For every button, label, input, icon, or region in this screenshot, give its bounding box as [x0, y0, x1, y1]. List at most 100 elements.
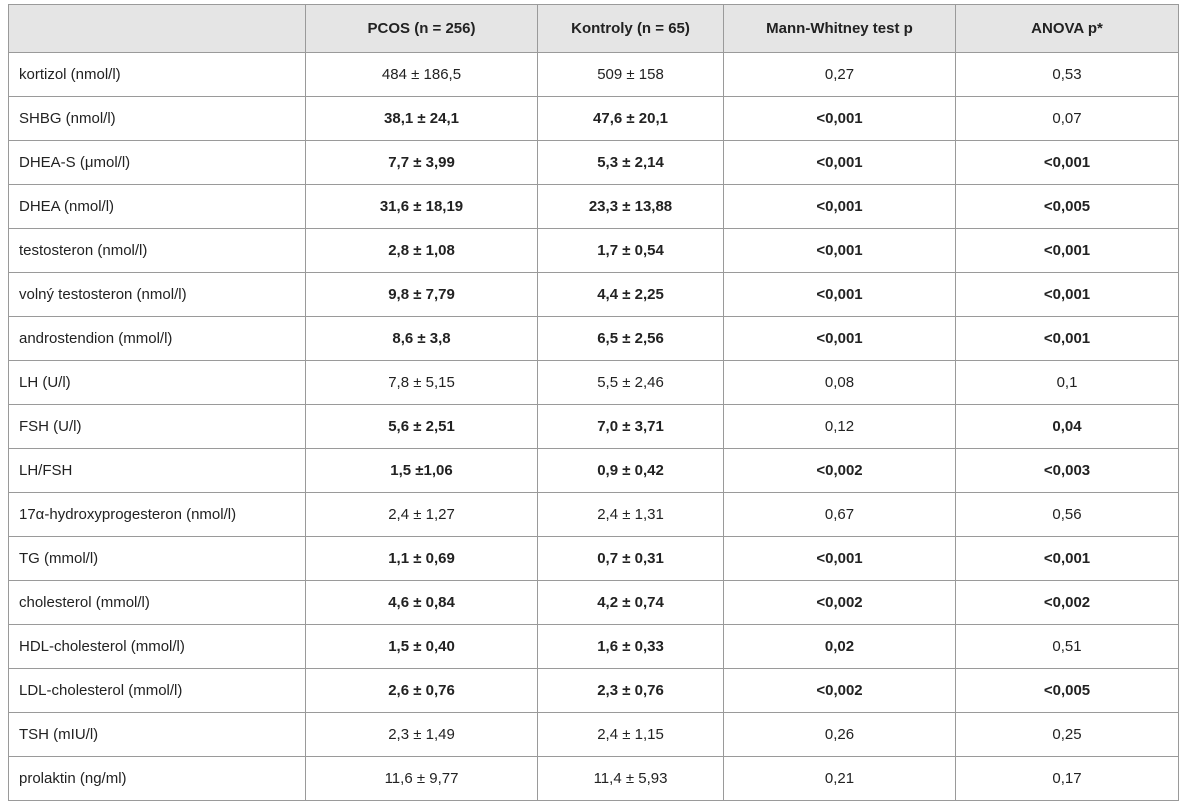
cell: 5,3 ± 2,14	[537, 140, 724, 185]
cell: 4,2 ± 0,74	[537, 580, 724, 625]
cell: 0,7 ± 0,31	[537, 536, 724, 581]
row-label: volný testosteron (nmol/l)	[8, 272, 306, 317]
table-row: testosteron (nmol/l) 2,8 ± 1,08 1,7 ± 0,54…	[8, 228, 1179, 273]
cell: 0,51	[955, 624, 1179, 669]
cell: 4,4 ± 2,25	[537, 272, 724, 317]
cell: 1,6 ± 0,33	[537, 624, 724, 669]
cell: 2,8 ± 1,08	[305, 228, 538, 273]
row-label: DHEA-S (μmol/l)	[8, 140, 306, 185]
cell: <0,001	[955, 140, 1179, 185]
table-row: volný testosteron (nmol/l) 9,8 ± 7,79 4,4 …	[8, 272, 1179, 317]
table-row: SHBG (nmol/l) 38,1 ± 24,1 47,6 ± 20,1 <0,00…	[8, 96, 1179, 141]
header-cell: Mann-Whitney test p	[723, 4, 956, 53]
table-row: LDL-cholesterol (mmol/l) 2,6 ± 0,76 2,3 ± …	[8, 668, 1179, 713]
table-row: TSH (mIU/l) 2,3 ± 1,49 2,4 ± 1,15 0,26 0,25	[8, 712, 1179, 757]
cell: 2,3 ± 1,49	[305, 712, 538, 757]
header-cell: Kontroly (n = 65)	[537, 4, 724, 53]
cell: 23,3 ± 13,88	[537, 184, 724, 229]
cell: 1,5 ±1,06	[305, 448, 538, 493]
header-cell: PCOS (n = 256)	[305, 4, 538, 53]
row-label: TG (mmol/l)	[8, 536, 306, 581]
cell: 0,67	[723, 492, 956, 537]
table-row: cholesterol (mmol/l) 4,6 ± 0,84 4,2 ± 0,74…	[8, 580, 1179, 625]
cell: 0,17	[955, 756, 1179, 801]
cell: 509 ± 158	[537, 52, 724, 97]
cell: <0,002	[723, 448, 956, 493]
cell: <0,001	[723, 316, 956, 361]
cell: 2,4 ± 1,15	[537, 712, 724, 757]
cell: 1,5 ± 0,40	[305, 624, 538, 669]
cell: 5,5 ± 2,46	[537, 360, 724, 405]
cell: 0,27	[723, 52, 956, 97]
cell: 7,0 ± 3,71	[537, 404, 724, 449]
cell: <0,001	[723, 228, 956, 273]
row-label: HDL-cholesterol (mmol/l)	[8, 624, 306, 669]
cell: 47,6 ± 20,1	[537, 96, 724, 141]
cell: 0,07	[955, 96, 1179, 141]
cell: 484 ± 186,5	[305, 52, 538, 97]
cell: 7,8 ± 5,15	[305, 360, 538, 405]
row-label: LDL-cholesterol (mmol/l)	[8, 668, 306, 713]
cell: 0,26	[723, 712, 956, 757]
row-label: testosteron (nmol/l)	[8, 228, 306, 273]
cell: <0,001	[955, 228, 1179, 273]
cell: 2,4 ± 1,27	[305, 492, 538, 537]
row-label: cholesterol (mmol/l)	[8, 580, 306, 625]
table-row: DHEA-S (μmol/l) 7,7 ± 3,99 5,3 ± 2,14 <0,00…	[8, 140, 1179, 185]
cell: <0,001	[723, 184, 956, 229]
cell: <0,002	[955, 580, 1179, 625]
cell: <0,001	[723, 536, 956, 581]
cell: 6,5 ± 2,56	[537, 316, 724, 361]
table-row: FSH (U/l) 5,6 ± 2,51 7,0 ± 3,71 0,12 0,04	[8, 404, 1179, 449]
table-row: 17α-hydroxyprogesteron (nmol/l) 2,4 ± 1,2…	[8, 492, 1179, 537]
cell: <0,003	[955, 448, 1179, 493]
row-label: LH (U/l)	[8, 360, 306, 405]
cell: <0,001	[723, 272, 956, 317]
table-row: LH (U/l) 7,8 ± 5,15 5,5 ± 2,46 0,08 0,1	[8, 360, 1179, 405]
cell: 0,12	[723, 404, 956, 449]
cell: 11,6 ± 9,77	[305, 756, 538, 801]
row-label: androstendion (mmol/l)	[8, 316, 306, 361]
table-row: androstendion (mmol/l) 8,6 ± 3,8 6,5 ± 2,5…	[8, 316, 1179, 361]
table-row: DHEA (nmol/l) 31,6 ± 18,19 23,3 ± 13,88 <0,…	[8, 184, 1179, 229]
row-label: LH/FSH	[8, 448, 306, 493]
cell: 4,6 ± 0,84	[305, 580, 538, 625]
cell: 0,25	[955, 712, 1179, 757]
cell: <0,001	[723, 96, 956, 141]
cell: 0,9 ± 0,42	[537, 448, 724, 493]
table-row: prolaktin (ng/ml) 11,6 ± 9,77 11,4 ± 5,93 0…	[8, 756, 1179, 801]
cell: <0,001	[955, 272, 1179, 317]
cell: 2,3 ± 0,76	[537, 668, 724, 713]
table-row: HDL-cholesterol (mmol/l) 1,5 ± 0,40 1,6 ± …	[8, 624, 1179, 669]
header-cell: ANOVA p*	[955, 4, 1179, 53]
cell: <0,002	[723, 668, 956, 713]
row-label: DHEA (nmol/l)	[8, 184, 306, 229]
cell: <0,005	[955, 668, 1179, 713]
cell: <0,005	[955, 184, 1179, 229]
cell: 31,6 ± 18,19	[305, 184, 538, 229]
cell: 9,8 ± 7,79	[305, 272, 538, 317]
cell: 0,02	[723, 624, 956, 669]
cell: 5,6 ± 2,51	[305, 404, 538, 449]
cell: 8,6 ± 3,8	[305, 316, 538, 361]
cell: <0,001	[723, 140, 956, 185]
row-label: kortizol (nmol/l)	[8, 52, 306, 97]
header-row: PCOS (n = 256) Kontroly (n = 65) Mann-Whit…	[8, 4, 1179, 53]
cell: 0,04	[955, 404, 1179, 449]
table-row: LH/FSH 1,5 ±1,06 0,9 ± 0,42 <0,002 <0,003	[8, 448, 1179, 493]
cell: 2,6 ± 0,76	[305, 668, 538, 713]
row-label: 17α-hydroxyprogesteron (nmol/l)	[8, 492, 306, 537]
row-label: prolaktin (ng/ml)	[8, 756, 306, 801]
cell: <0,002	[723, 580, 956, 625]
cell: 38,1 ± 24,1	[305, 96, 538, 141]
cell: 0,21	[723, 756, 956, 801]
table-row: TG (mmol/l) 1,1 ± 0,69 0,7 ± 0,31 <0,001 <0,…	[8, 536, 1179, 581]
cell: 2,4 ± 1,31	[537, 492, 724, 537]
cell: <0,001	[955, 536, 1179, 581]
cell: 7,7 ± 3,99	[305, 140, 538, 185]
cell: 0,53	[955, 52, 1179, 97]
row-label: SHBG (nmol/l)	[8, 96, 306, 141]
cell: 1,1 ± 0,69	[305, 536, 538, 581]
cell: 0,1	[955, 360, 1179, 405]
